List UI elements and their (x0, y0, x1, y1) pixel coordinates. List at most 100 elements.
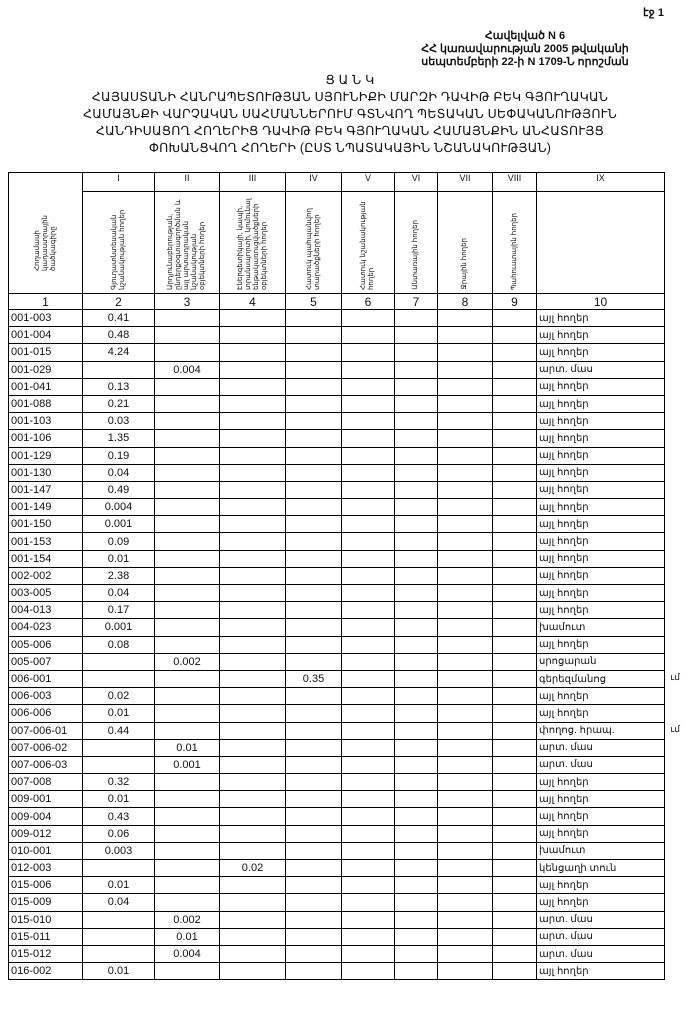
area-cell (341, 738, 395, 757)
area-cell (341, 773, 395, 792)
column-number: 1 (8, 293, 83, 310)
area-cell (437, 446, 493, 465)
column-header: Էներգետիկայի, կապի, տրանսպորտի, կոմունալ… (219, 191, 286, 294)
area-cell (219, 394, 286, 414)
purpose-cell: խամուտ (536, 618, 665, 637)
title-body: ՀԱՅԱՍՏԱՆԻ ՀԱՆՐԱՊԵՏՈՒԹՅԱՆ ՍՅՈՒՆԻՔԻ ՄԱՐԶԻ … (83, 90, 617, 155)
area-cell (285, 360, 342, 379)
column-header-text: Արդյունաբերության, ընդերքօգտագործման և ա… (167, 199, 206, 291)
area-cell (437, 755, 493, 775)
area-cell (394, 704, 438, 723)
area-cell (341, 687, 395, 706)
purpose-cell: խամուտ (536, 841, 665, 861)
purpose-cell: այլ հողեր (536, 480, 665, 500)
cadastral-code: 001-029 (8, 360, 83, 379)
area-cell (219, 807, 286, 826)
cadastral-code: 001-153 (8, 532, 83, 551)
cadastral-code: 012-003 (8, 858, 83, 878)
area-cell (437, 583, 493, 603)
area-cell (492, 377, 537, 396)
area-cell (219, 704, 286, 723)
table-row: 005-007 0.002 սրոցարան (8, 652, 665, 671)
area-cell (492, 498, 537, 517)
area-cell (341, 635, 395, 654)
column-header: Ջրային հողեր (437, 191, 493, 294)
column-header: Անտառային հողեր (394, 191, 438, 294)
area-cell (394, 566, 438, 586)
purpose-cell: այլ հողեր (536, 412, 665, 431)
cadastral-code: 001-003 (8, 308, 83, 328)
area-cell (219, 824, 286, 843)
area-cell (285, 412, 342, 431)
purpose-cell: այլ հողեր (536, 790, 665, 809)
purpose-cell: արտ. մաս (536, 755, 665, 775)
area-cell (394, 893, 438, 912)
area-cell (285, 824, 342, 843)
cadastral-code: 001-041 (8, 377, 83, 396)
area-cell (154, 841, 220, 861)
area-cell (285, 944, 342, 964)
cadastral-code: 015-006 (8, 876, 83, 895)
cadastral-code: 006-006 (8, 704, 83, 723)
area-cell (394, 962, 438, 981)
area-cell (219, 515, 286, 534)
purpose-cell: այլ հողեր (536, 446, 665, 465)
area-cell (437, 773, 493, 792)
area-cell (492, 755, 537, 775)
table-row: 006-001 0.35 գերեզմանոց (8, 669, 665, 689)
area-cell (437, 412, 493, 431)
area-cell (341, 721, 395, 740)
area-cell (492, 360, 537, 379)
area-cell (492, 910, 537, 929)
cadastral-code: 005-007 (8, 652, 83, 671)
table-row: 001-130 0.04 այլ հողեր (8, 463, 665, 482)
area-cell (219, 549, 286, 568)
area-cell (394, 308, 438, 328)
area-cell: 1.35 (82, 429, 155, 448)
area-cell (219, 601, 286, 620)
column-header-text: Անտառային հողեր (412, 220, 419, 290)
cadastral-code: 005-006 (8, 635, 83, 654)
area-cell (154, 858, 220, 878)
area-cell (82, 927, 155, 946)
area-cell (394, 841, 438, 861)
roman-numeral: VIII (492, 172, 537, 192)
area-cell (285, 377, 342, 396)
area-cell (394, 549, 438, 568)
area-cell (492, 618, 537, 637)
cadastral-code: 001-130 (8, 463, 83, 482)
area-cell (437, 532, 493, 551)
cadastral-code: 009-004 (8, 807, 83, 826)
area-cell (341, 480, 395, 500)
table-row: 009-004 0.43 այլ հողեր (8, 807, 665, 826)
area-cell (285, 532, 342, 551)
area-cell (219, 446, 286, 465)
column-header-text: Ջրային հողեր (461, 238, 468, 290)
table-row: 001-106 1.35 այլ հողեր (8, 429, 665, 448)
area-cell (394, 927, 438, 946)
area-cell (394, 755, 438, 775)
table-row: 001-149 0.004 այլ հողեր (8, 498, 665, 517)
area-cell (154, 394, 220, 414)
cadastral-code: 007-006-01 (8, 721, 83, 740)
area-cell (285, 858, 342, 878)
area-cell (437, 738, 493, 757)
table-row: 001-029 0.004 արտ. մաս (8, 360, 665, 379)
area-cell: 0.41 (82, 308, 155, 328)
area-cell (285, 687, 342, 706)
area-cell (285, 790, 342, 809)
area-cell (285, 446, 342, 465)
area-cell (492, 394, 537, 414)
purpose-cell: արտ. մաս (536, 910, 665, 929)
area-cell (437, 669, 493, 689)
purpose-cell: այլ հողեր (536, 962, 665, 981)
table-row: 002-002 2.38 այլ հողեր (8, 566, 665, 586)
column-header-text: Հատուկ պահպանվող տարածքների հողեր (305, 208, 321, 290)
land-table: Հողամասի կադաստրային ծածկագիրը I II III IV V V… (8, 172, 665, 981)
area-cell (341, 807, 395, 826)
cadastral-code: 015-010 (8, 910, 83, 929)
area-cell (437, 566, 493, 586)
area-cell (341, 532, 395, 551)
area-cell: 0.09 (82, 532, 155, 551)
area-cell: 0.04 (82, 463, 155, 482)
